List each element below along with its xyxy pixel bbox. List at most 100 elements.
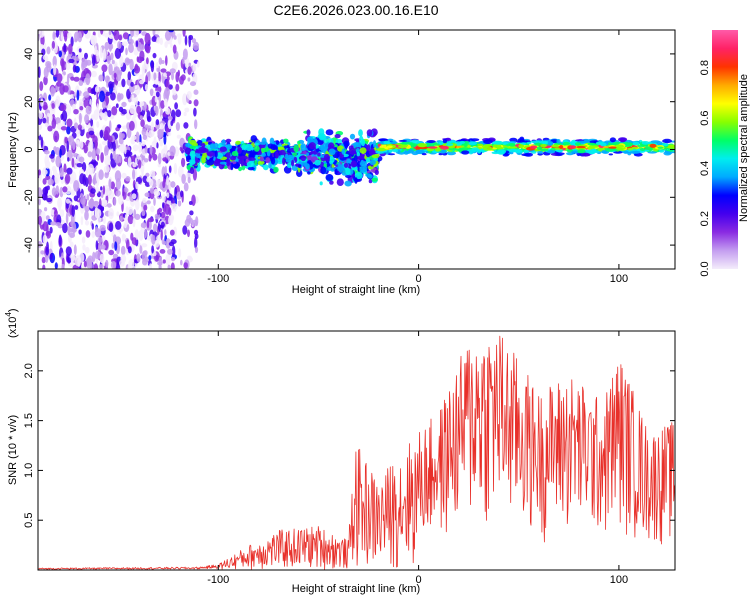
spectrogram-cell [169, 68, 176, 74]
spectrogram-cell [121, 172, 127, 179]
colorbar-tick-label: 0.4 [699, 161, 711, 176]
spectrogram-cell [38, 198, 41, 206]
spectrogram-cell [76, 163, 83, 168]
spectrogram-cell [366, 157, 370, 163]
spectrogram-cell [169, 229, 175, 236]
spectrogram-cell [355, 148, 360, 154]
spectrogram-cell [196, 61, 200, 68]
spectrogram-cell [84, 210, 89, 221]
spectrogram-cell [368, 179, 373, 184]
spectrogram-cell [53, 209, 58, 217]
spectrogram-cell [99, 253, 105, 264]
spectrogram-cell [627, 147, 634, 151]
spectrogram-cell [157, 163, 162, 168]
spectrogram-cell [162, 157, 168, 162]
spectrogram-cell [193, 229, 199, 235]
spectrogram-cell [170, 262, 175, 269]
spectrogram-cell [136, 105, 142, 115]
spectrogram-cell [83, 91, 90, 98]
spectrogram-cell [150, 170, 156, 178]
spectrogram-cell [132, 144, 139, 152]
spectrogram-cell [297, 140, 301, 145]
spectrogram-cell [152, 52, 157, 59]
spectrogram-cell [38, 187, 42, 197]
spectrogram-cell [141, 243, 148, 248]
spectrogram-cell [358, 129, 363, 137]
spectrogram-cell [130, 81, 134, 87]
spectrogram-cell [367, 174, 373, 179]
spectrogram-cell [331, 164, 335, 169]
spectrogram-cell [319, 135, 326, 140]
spectrogram-cell [154, 79, 159, 85]
spectrogram-cell [107, 190, 115, 200]
snr-y-scale-base: (x10 [7, 317, 19, 338]
spectrogram-cell [279, 149, 286, 156]
spectrogram-cell [104, 155, 111, 167]
spectrogram-cell [241, 144, 247, 152]
y-tick-label: 20 [23, 96, 35, 108]
spectrogram-cell [38, 66, 41, 78]
spectrogram-cell [45, 175, 51, 181]
spectrogram-cell [555, 152, 565, 156]
spectrogram-cell [87, 151, 93, 158]
spectrogram-cell [99, 90, 105, 103]
spectrogram-cell [131, 193, 137, 200]
spectrogram-cell [45, 231, 50, 237]
spectrogram-cell [68, 43, 73, 55]
spectrogram-cell [187, 176, 191, 184]
spectrogram-cell [110, 181, 115, 190]
spectrogram-cell [173, 35, 177, 40]
spectrogram-cell [72, 222, 77, 234]
spectrogram-cell [195, 152, 201, 158]
spectrogram-cell [314, 159, 321, 166]
spectrogram-cell [100, 152, 104, 163]
spectrogram-cell [121, 234, 127, 241]
spectrogram-cell [477, 143, 484, 147]
spectrogram-cell [164, 229, 167, 236]
spectrogram-cell [317, 152, 321, 157]
spectrogram-cell [162, 259, 166, 264]
spectrogram-cell [115, 190, 121, 197]
spectrogram-cell [84, 220, 90, 226]
spectrogram-cell [389, 141, 398, 145]
spectrogram-cell [108, 63, 113, 76]
spectrogram-cell [69, 232, 75, 238]
spectrogram-cell [154, 239, 160, 248]
spectrogram-cell [51, 187, 57, 197]
spectrogram-cell [171, 203, 178, 210]
spectrogram-cell [168, 115, 173, 121]
spectrogram-cell [85, 169, 89, 178]
spectrogram-cell [337, 162, 341, 170]
spectrogram-cell [107, 104, 111, 110]
spectrogram-cell [174, 102, 179, 110]
spectrogram-cell [42, 178, 47, 185]
spectrogram-cell [147, 217, 154, 223]
spectrogram-cell [99, 224, 106, 232]
snr-y-scale: (x104) [4, 308, 19, 338]
spectrogram-cell [116, 82, 123, 88]
spectrogram-cell [107, 203, 112, 208]
spectrogram-cell [183, 262, 188, 269]
spectrogram-cell [262, 164, 269, 171]
spectrogram-y-label: Frequency (Hz) [7, 112, 19, 188]
spectrogram-cell [94, 86, 100, 93]
spectrogram-cell [219, 146, 227, 152]
spectrogram-cell [318, 144, 325, 151]
colorbar-tick-label: 0.0 [699, 261, 711, 276]
spectrogram-cell [175, 71, 180, 83]
spectrogram-cell [146, 200, 151, 205]
spectrogram-cell [151, 245, 155, 254]
spectrogram-cell [614, 144, 624, 149]
spectrogram-cell [162, 112, 167, 117]
spectrogram-cell [154, 105, 158, 114]
spectrogram-cell [461, 147, 469, 151]
spectrogram-cell [41, 169, 48, 176]
spectrogram-cell [471, 147, 480, 152]
spectrogram-cell [340, 164, 344, 169]
spectrogram-cell [120, 144, 125, 152]
spectrogram-cell [148, 263, 153, 269]
spectrogram-cell [269, 137, 275, 145]
spectrogram-cell [77, 51, 84, 60]
spectrogram-cell [120, 133, 125, 139]
